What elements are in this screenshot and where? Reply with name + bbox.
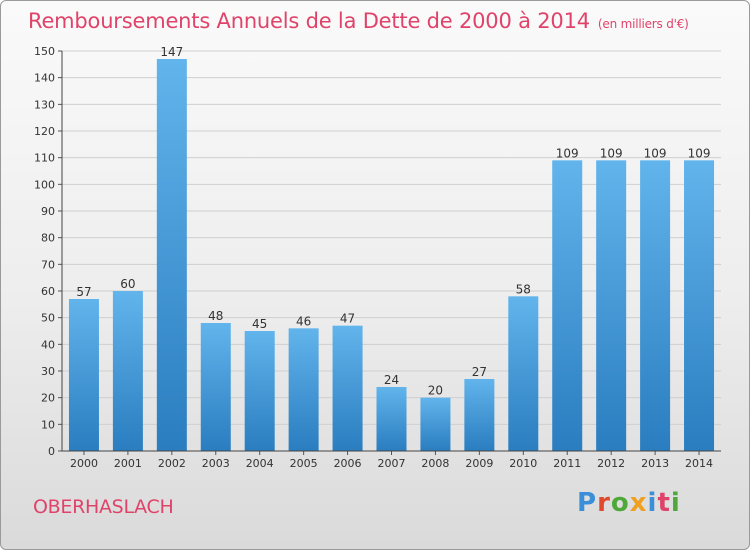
y-tick-label: 110	[34, 152, 55, 165]
bar-2004	[244, 331, 275, 451]
chart-title: Remboursements Annuels de la Dette de 20…	[28, 9, 689, 33]
logo-letter: t	[657, 488, 671, 518]
bar-value-label: 60	[120, 277, 135, 291]
y-tick-label: 140	[34, 72, 55, 85]
bar-value-label: 48	[208, 309, 223, 323]
bar-2007	[376, 387, 407, 451]
bar-value-label: 109	[644, 146, 667, 160]
y-tick-label: 10	[41, 418, 55, 431]
bar-value-label: 57	[76, 285, 91, 299]
x-axis: 2000 2001 2002 2003 2004 2005 2006 2007 2008 2009…	[62, 450, 721, 470]
y-tick-label: 30	[41, 365, 55, 378]
bar-2000	[68, 299, 99, 451]
bar-value-label: 58	[516, 282, 531, 296]
title-unit: (en milliers d'€)	[597, 17, 689, 31]
x-tick-label: 2010	[509, 457, 537, 470]
x-tick-label: 2002	[158, 457, 186, 470]
bar-value-label: 109	[600, 146, 623, 160]
x-tick-label: 2000	[70, 457, 98, 470]
bars: 57 60 147 48 45 46 47 24 20 27 58 109 109 109 109	[68, 45, 715, 452]
bar-value-label: 47	[340, 312, 355, 326]
bar-value-label: 27	[472, 365, 487, 379]
y-tick-label: 90	[41, 205, 55, 218]
x-tick-label: 2012	[597, 457, 625, 470]
x-tick-label: 2004	[246, 457, 274, 470]
y-tick-label: 40	[41, 338, 55, 351]
y-tick-label: 100	[34, 178, 55, 191]
x-tick-label: 2013	[641, 457, 669, 470]
bar-2011	[552, 160, 583, 452]
logo-letter: r	[597, 488, 611, 518]
bar-value-label: 147	[160, 45, 183, 59]
x-tick-label: 2009	[465, 457, 493, 470]
bar-2002	[156, 59, 187, 451]
x-tick-label: 2011	[553, 457, 581, 470]
x-tick-label: 2008	[421, 457, 449, 470]
bar-2013	[640, 160, 671, 452]
logo-letter: i	[670, 488, 681, 518]
x-tick-label: 2003	[202, 457, 230, 470]
x-tick-label: 2001	[114, 457, 142, 470]
bar-2006	[332, 325, 363, 451]
bar-2014	[684, 160, 715, 452]
proxiti-logo: Proxiti	[577, 488, 681, 518]
y-tick-label: 120	[34, 125, 55, 138]
logo-letter: P	[577, 488, 598, 518]
bar-value-label: 45	[252, 317, 267, 331]
bar-2012	[596, 160, 627, 452]
bar-2009	[464, 379, 495, 451]
logo-letter: x	[629, 488, 648, 518]
y-tick-label: 130	[34, 98, 55, 111]
y-tick-label: 20	[41, 392, 55, 405]
x-tick-label: 2006	[334, 457, 362, 470]
y-axis: 0 10 20 30 40 50 60 70 80 90 100 110 120 130 140 150	[34, 45, 63, 458]
logo-letter: i	[647, 488, 658, 518]
title-text: Remboursements Annuels de la Dette de 20…	[28, 9, 590, 33]
x-tick-label: 2007	[378, 457, 406, 470]
bar-2005	[288, 328, 319, 451]
commune-name: OBERHASLACH	[33, 496, 174, 518]
x-tick-label: 2014	[685, 457, 713, 470]
y-tick-label: 70	[41, 258, 55, 271]
bar-value-label: 109	[688, 146, 711, 160]
bar-2003	[200, 323, 231, 451]
bar-value-label: 46	[296, 314, 311, 328]
x-tick-label: 2005	[290, 457, 318, 470]
y-tick-label: 50	[41, 312, 55, 325]
bar-value-label: 20	[428, 384, 443, 398]
y-tick-label: 60	[41, 285, 55, 298]
bar-2008	[420, 397, 451, 451]
bar-value-label: 109	[556, 146, 579, 160]
bar-2010	[508, 296, 539, 451]
logo-letter: o	[610, 488, 630, 518]
y-tick-label: 80	[41, 232, 55, 245]
bar-2001	[112, 291, 143, 451]
y-tick-label: 0	[48, 445, 55, 458]
y-tick-label: 150	[34, 45, 55, 58]
bar-value-label: 24	[384, 373, 399, 387]
